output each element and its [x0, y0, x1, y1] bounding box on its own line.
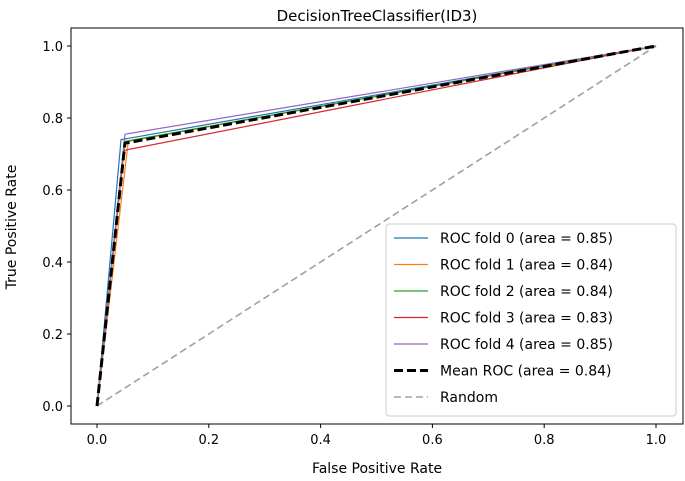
x-tick-label: 0.2: [198, 433, 219, 448]
series-line-6: [96, 45, 657, 407]
x-tick-label: 1.0: [646, 433, 667, 448]
y-tick-label: 0.2: [42, 328, 63, 343]
series-line-5: [95, 44, 657, 407]
legend: ROC fold 0 (area = 0.85) ROC fold 1 (area…: [385, 223, 677, 417]
x-tick-label: 0.4: [310, 433, 331, 448]
y-tick-label: 0.6: [42, 184, 63, 199]
legend-entry: Random: [440, 390, 498, 406]
legend-entry: ROC fold 4 (area = 0.85): [440, 337, 613, 353]
legend-entry: ROC fold 0 (area = 0.85): [440, 231, 613, 247]
x-tick-label: 0.0: [87, 433, 108, 448]
y-tick-label: 1.0: [42, 40, 63, 55]
y-tick-label: 0.0: [42, 400, 63, 415]
legend-entry: ROC fold 1 (area = 0.84): [440, 258, 613, 274]
x-tick-label: 0.8: [534, 433, 555, 448]
plot-frame: [70, 27, 684, 425]
legend-entry: ROC fold 2 (area = 0.84): [440, 284, 613, 300]
x-tick-label: 0.6: [422, 433, 443, 448]
legend-entry: ROC fold 3 (area = 0.83): [440, 311, 613, 327]
series-line-0: [96, 45, 657, 407]
y-axis-label: True Positive Rate: [4, 165, 20, 291]
y-tick-label: 0.8: [42, 112, 63, 127]
x-axis-label: False Positive Rate: [312, 461, 442, 477]
chart-title: DecisionTreeClassifier(ID3): [277, 7, 478, 25]
legend-box: [385, 223, 677, 417]
y-tick-label: 0.4: [42, 256, 63, 271]
legend-entry: Mean ROC (area = 0.84): [440, 364, 612, 380]
